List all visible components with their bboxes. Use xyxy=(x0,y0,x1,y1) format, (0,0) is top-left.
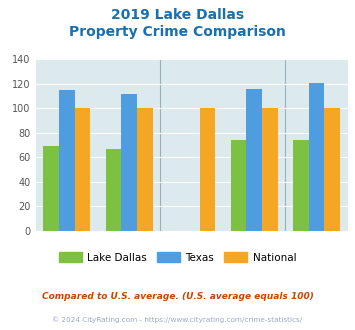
Bar xyxy=(106,149,121,231)
Bar xyxy=(43,147,59,231)
Bar xyxy=(75,109,90,231)
Bar xyxy=(324,109,340,231)
Bar xyxy=(231,140,246,231)
Bar xyxy=(121,94,137,231)
Bar xyxy=(200,109,215,231)
Text: 2019 Lake Dallas: 2019 Lake Dallas xyxy=(111,8,244,22)
Bar xyxy=(246,89,262,231)
Bar xyxy=(293,140,309,231)
Text: © 2024 CityRating.com - https://www.cityrating.com/crime-statistics/: © 2024 CityRating.com - https://www.city… xyxy=(53,317,302,323)
Bar xyxy=(59,90,75,231)
Bar xyxy=(262,109,278,231)
Text: Compared to U.S. average. (U.S. average equals 100): Compared to U.S. average. (U.S. average … xyxy=(42,292,313,301)
Text: Property Crime Comparison: Property Crime Comparison xyxy=(69,25,286,39)
Legend: Lake Dallas, Texas, National: Lake Dallas, Texas, National xyxy=(55,248,300,267)
Bar xyxy=(309,83,324,231)
Bar xyxy=(137,109,153,231)
